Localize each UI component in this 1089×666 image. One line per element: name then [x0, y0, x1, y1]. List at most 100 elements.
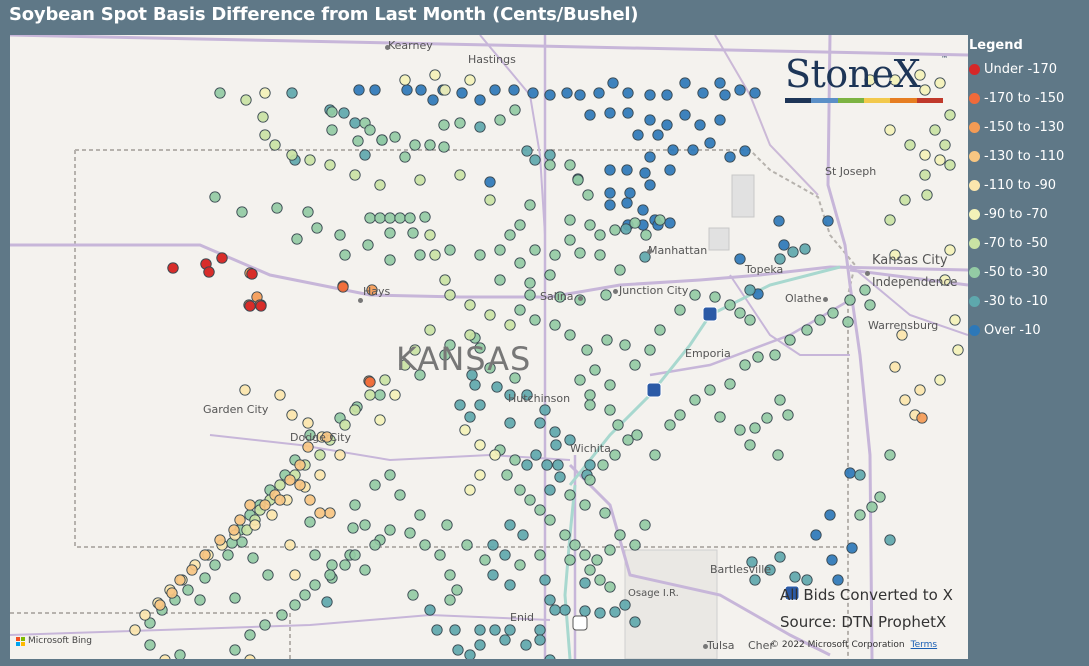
- bid-point[interactable]: [474, 249, 486, 261]
- bid-point[interactable]: [674, 409, 686, 421]
- bid-point[interactable]: [550, 439, 562, 451]
- bid-point[interactable]: [514, 484, 526, 496]
- bid-point[interactable]: [661, 119, 673, 131]
- bid-point[interactable]: [664, 419, 676, 431]
- bid-point[interactable]: [564, 434, 576, 446]
- bid-point[interactable]: [449, 624, 461, 636]
- bid-point[interactable]: [584, 399, 596, 411]
- bid-point[interactable]: [489, 624, 501, 636]
- bid-point[interactable]: [504, 319, 516, 331]
- bid-point[interactable]: [167, 262, 179, 274]
- bid-point[interactable]: [438, 119, 450, 131]
- bid-point[interactable]: [294, 479, 306, 491]
- bid-point[interactable]: [364, 389, 376, 401]
- bid-point[interactable]: [431, 624, 443, 636]
- bid-point[interactable]: [444, 339, 456, 351]
- bid-point[interactable]: [311, 222, 323, 234]
- bid-point[interactable]: [614, 529, 626, 541]
- bid-point[interactable]: [574, 89, 586, 101]
- bid-point[interactable]: [339, 249, 351, 261]
- bid-point[interactable]: [174, 574, 186, 586]
- bid-point[interactable]: [584, 474, 596, 486]
- bid-point[interactable]: [584, 564, 596, 576]
- bid-point[interactable]: [236, 206, 248, 218]
- bid-point[interactable]: [559, 529, 571, 541]
- bid-point[interactable]: [724, 378, 736, 390]
- bid-point[interactable]: [384, 254, 396, 266]
- bid-point[interactable]: [679, 77, 691, 89]
- bid-point[interactable]: [349, 499, 361, 511]
- bid-point[interactable]: [464, 411, 476, 423]
- bid-point[interactable]: [591, 554, 603, 566]
- bid-point[interactable]: [559, 604, 571, 616]
- bid-point[interactable]: [899, 394, 911, 406]
- bid-point[interactable]: [674, 304, 686, 316]
- bid-point[interactable]: [921, 189, 933, 201]
- bid-point[interactable]: [186, 564, 198, 576]
- bid-point[interactable]: [564, 159, 576, 171]
- bid-point[interactable]: [302, 417, 314, 429]
- bid-point[interactable]: [631, 429, 643, 441]
- bid-point[interactable]: [454, 117, 466, 129]
- bid-point[interactable]: [324, 569, 336, 581]
- bid-point[interactable]: [554, 471, 566, 483]
- bid-point[interactable]: [474, 94, 486, 106]
- bid-point[interactable]: [286, 409, 298, 421]
- bid-point[interactable]: [761, 412, 773, 424]
- bid-point[interactable]: [214, 534, 226, 546]
- bid-point[interactable]: [214, 87, 226, 99]
- bid-point[interactable]: [704, 137, 716, 149]
- bid-point[interactable]: [353, 84, 365, 96]
- bid-point[interactable]: [289, 599, 301, 611]
- bid-point[interactable]: [629, 217, 641, 229]
- bid-point[interactable]: [679, 109, 691, 121]
- bid-point[interactable]: [604, 379, 616, 391]
- bid-point[interactable]: [561, 87, 573, 99]
- bid-point[interactable]: [919, 169, 931, 181]
- bid-point[interactable]: [427, 94, 439, 106]
- bid-point[interactable]: [739, 145, 751, 157]
- bid-point[interactable]: [429, 249, 441, 261]
- bid-point[interactable]: [584, 219, 596, 231]
- bid-point[interactable]: [289, 569, 301, 581]
- bid-point[interactable]: [444, 569, 456, 581]
- bid-point[interactable]: [364, 212, 376, 224]
- bid-point[interactable]: [739, 359, 751, 371]
- bid-point[interactable]: [569, 539, 581, 551]
- bid-point[interactable]: [824, 509, 836, 521]
- bid-point[interactable]: [799, 243, 811, 255]
- bid-point[interactable]: [182, 584, 194, 596]
- bid-point[interactable]: [274, 479, 286, 491]
- bid-point[interactable]: [304, 516, 316, 528]
- bid-point[interactable]: [724, 151, 736, 163]
- bid-point[interactable]: [529, 154, 541, 166]
- bid-point[interactable]: [514, 219, 526, 231]
- bid-point[interactable]: [822, 215, 834, 227]
- bid-point[interactable]: [239, 384, 251, 396]
- bid-point[interactable]: [374, 179, 386, 191]
- bid-point[interactable]: [934, 374, 946, 386]
- bid-point[interactable]: [474, 624, 486, 636]
- bid-point[interactable]: [464, 649, 476, 659]
- bid-point[interactable]: [314, 469, 326, 481]
- bid-point[interactable]: [414, 249, 426, 261]
- bid-point[interactable]: [384, 524, 396, 536]
- bid-point[interactable]: [589, 364, 601, 376]
- bid-point[interactable]: [593, 87, 605, 99]
- bid-point[interactable]: [452, 644, 464, 656]
- bid-point[interactable]: [801, 324, 813, 336]
- bid-point[interactable]: [689, 289, 701, 301]
- bid-point[interactable]: [439, 84, 451, 96]
- bid-point[interactable]: [524, 277, 536, 289]
- bid-point[interactable]: [216, 252, 228, 264]
- bid-point[interactable]: [944, 159, 956, 171]
- bid-point[interactable]: [899, 194, 911, 206]
- bid-point[interactable]: [539, 574, 551, 586]
- bid-point[interactable]: [369, 539, 381, 551]
- bid-point[interactable]: [491, 381, 503, 393]
- bid-point[interactable]: [404, 527, 416, 539]
- bid-point[interactable]: [407, 589, 419, 601]
- bid-point[interactable]: [632, 129, 644, 141]
- bid-point[interactable]: [474, 639, 486, 651]
- bid-point[interactable]: [649, 449, 661, 461]
